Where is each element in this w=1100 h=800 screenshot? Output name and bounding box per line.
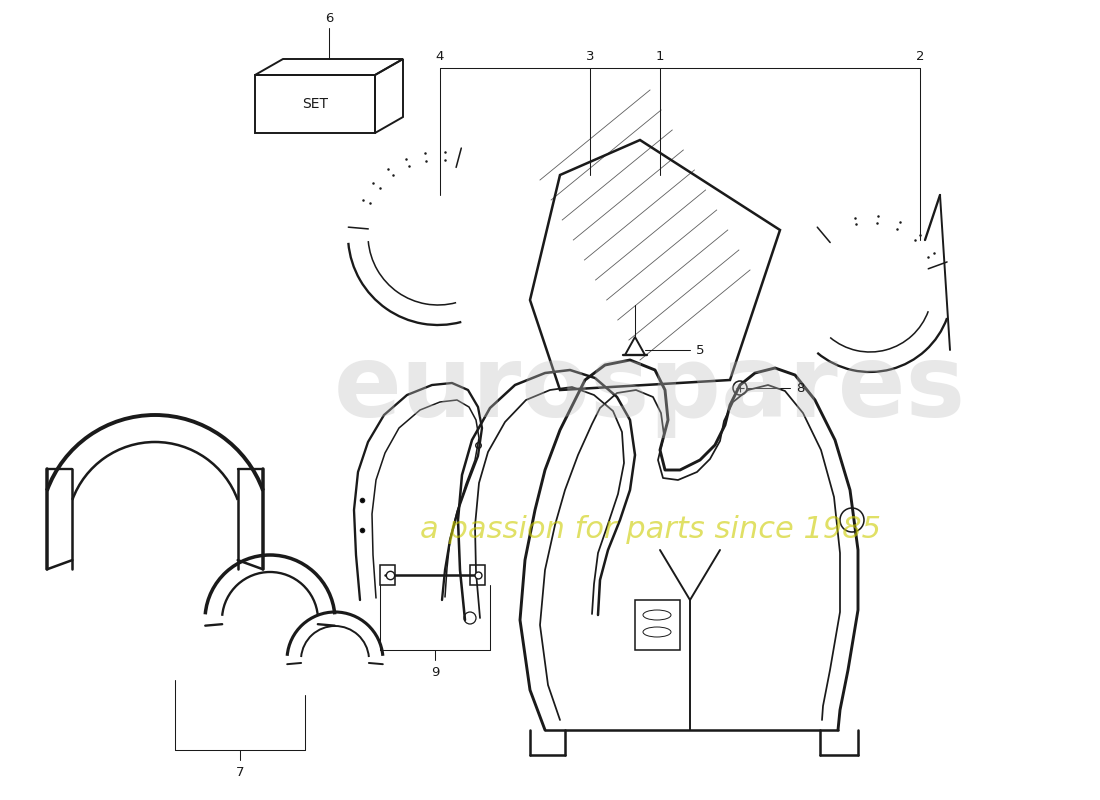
Text: a passion for parts since 1985: a passion for parts since 1985 [419, 515, 880, 545]
Text: 5: 5 [695, 343, 704, 357]
Text: 6: 6 [324, 11, 333, 25]
Polygon shape [625, 337, 645, 355]
Text: eurospares: eurospares [334, 342, 966, 438]
Text: 4: 4 [436, 50, 444, 62]
Text: 9: 9 [431, 666, 439, 678]
Text: 3: 3 [585, 50, 594, 62]
Text: 1: 1 [656, 50, 664, 62]
Text: 7: 7 [235, 766, 244, 778]
Text: SET: SET [302, 97, 328, 111]
Text: 8: 8 [795, 382, 804, 394]
Text: 2: 2 [915, 50, 924, 62]
